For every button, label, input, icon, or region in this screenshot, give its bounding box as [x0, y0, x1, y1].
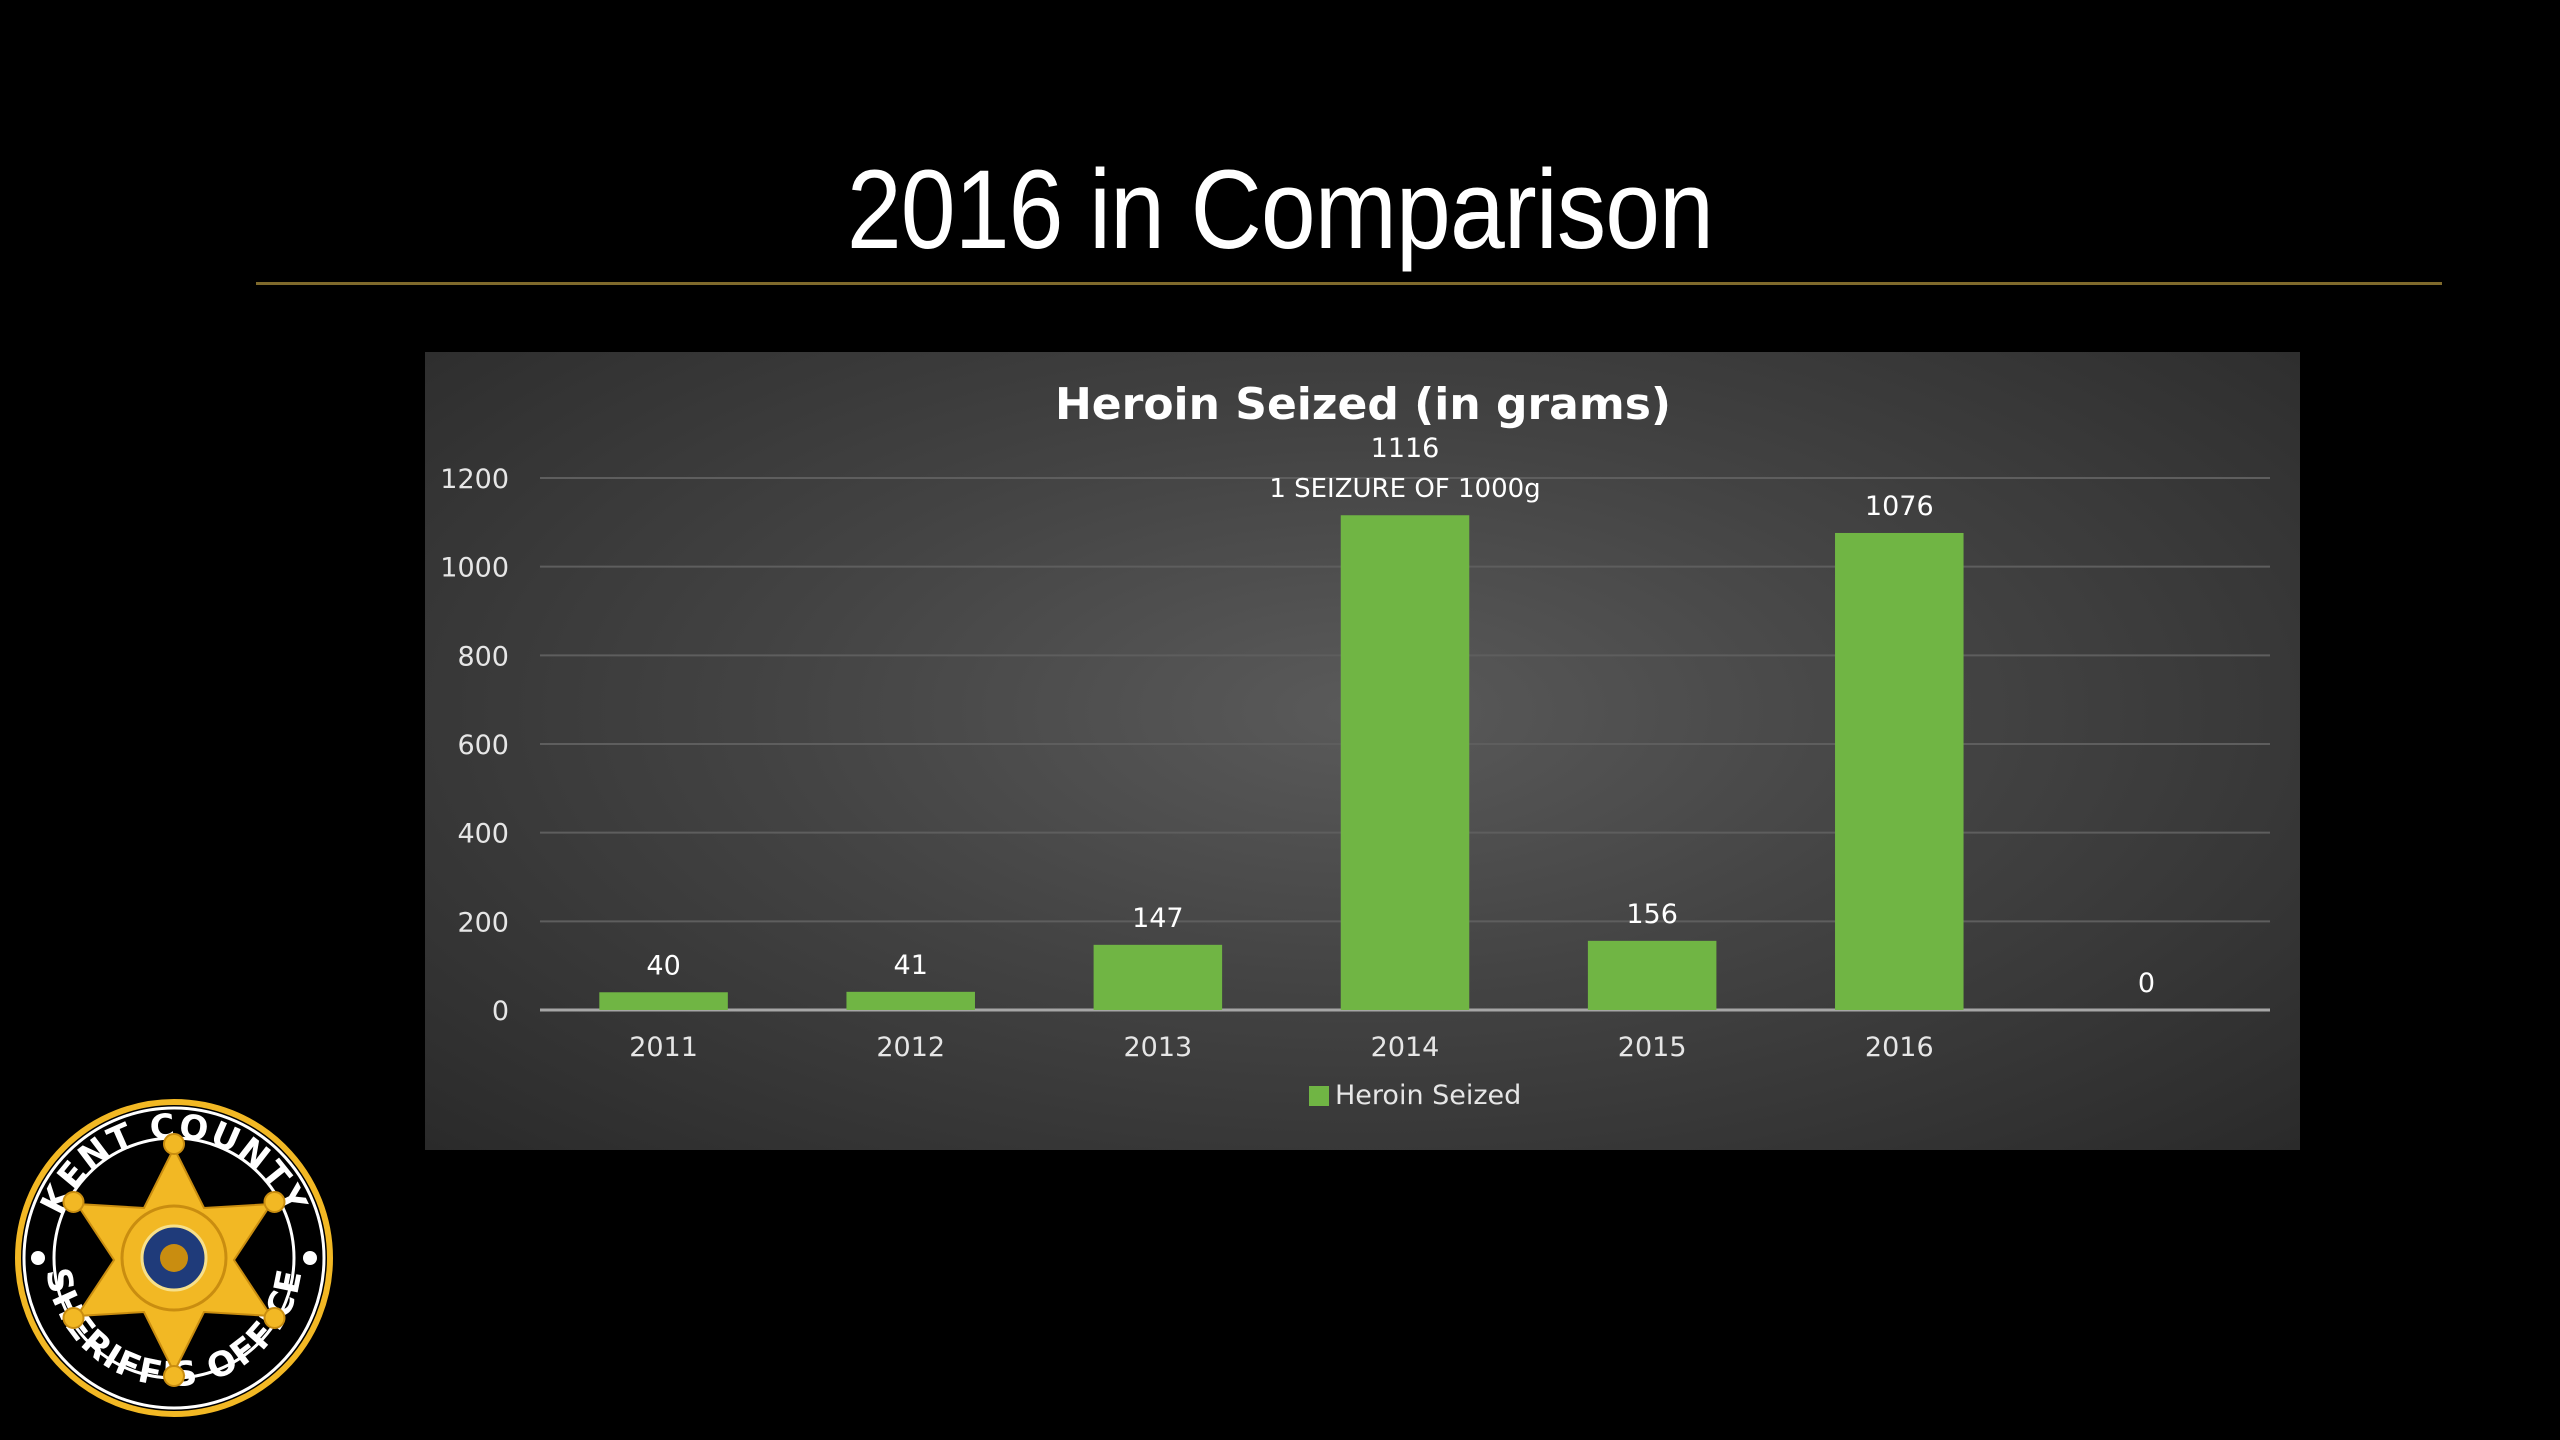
chart-panel: Heroin Seized (in grams) 0 200 400 600 800 10…: [425, 352, 2300, 1150]
bar-2012: [846, 991, 975, 1010]
y-tick-label: 0: [492, 996, 509, 1027]
data-label: 1116: [1371, 433, 1440, 464]
slide-title: 2016 in Comparison: [846, 147, 1714, 272]
bar-annotation: 1 SEIZURE OF 1000g: [1269, 474, 1540, 504]
data-labels: 40 41 147 1116 1 SEIZURE OF 1000g 156 1076 0: [646, 433, 2155, 999]
chart-title: Heroin Seized (in grams): [1055, 379, 1671, 430]
data-label: 147: [1132, 903, 1184, 934]
bars: [599, 515, 1964, 1010]
y-tick-label: 1200: [440, 464, 509, 495]
x-tick-label: 2016: [1865, 1032, 1934, 1063]
x-tick-label: 2011: [629, 1032, 698, 1063]
bar-2011: [599, 992, 728, 1010]
bar-2013: [1093, 944, 1223, 1010]
data-label: 40: [646, 950, 680, 981]
y-axis-ticks: 0 200 400 600 800 1000 1200: [440, 464, 509, 1027]
title-divider: [256, 282, 2442, 285]
bar-chart: Heroin Seized (in grams) 020040060080010…: [440, 379, 2270, 1111]
x-tick-label: 2012: [876, 1032, 945, 1063]
bar-2016: [1835, 532, 1964, 1010]
data-label: 41: [894, 950, 928, 981]
y-tick-label: 400: [457, 819, 509, 850]
legend: Heroin Seized: [1309, 1080, 1521, 1111]
x-tick-label: 2015: [1618, 1032, 1687, 1063]
data-label: 0: [2138, 968, 2155, 999]
sheriff-badge-logo: KENT COUNTY SHERIFF'S OFFICE: [14, 1098, 334, 1418]
x-axis-ticks: 2011 2012 2013 2014 2015 2016: [629, 1032, 1933, 1063]
sheriff-star-icon: KENT COUNTY SHERIFF'S OFFICE: [15, 1099, 333, 1417]
bar-2015: [1587, 940, 1717, 1010]
data-label: 1076: [1865, 491, 1934, 522]
y-tick-label: 1000: [440, 553, 509, 584]
y-tick-label: 600: [457, 730, 509, 761]
legend-swatch: [1309, 1086, 1329, 1106]
data-label: 156: [1626, 899, 1678, 930]
y-tick-label: 200: [457, 907, 509, 938]
legend-label: Heroin Seized: [1335, 1080, 1521, 1111]
bar-2014: [1340, 515, 1470, 1010]
y-tick-label: 800: [457, 641, 509, 672]
x-tick-label: 2014: [1371, 1032, 1440, 1063]
x-tick-label: 2013: [1123, 1032, 1192, 1063]
